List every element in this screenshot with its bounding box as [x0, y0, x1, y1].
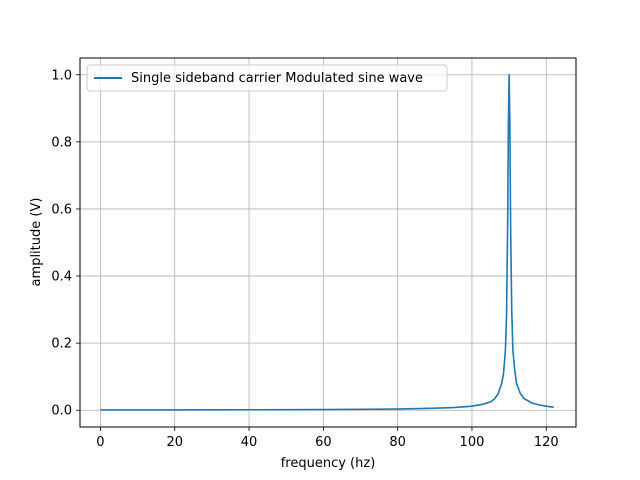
- y-tick-label: 1.0: [51, 68, 72, 83]
- x-tick-label: 60: [315, 435, 332, 450]
- y-axis-label: amplitude (V): [29, 198, 44, 287]
- x-tick-label: 40: [241, 435, 258, 450]
- x-axis-label: frequency (hz): [281, 456, 376, 471]
- x-tick-label: 0: [96, 435, 104, 450]
- y-axis-ticks: 0.0 0.2 0.4 0.6 0.8 1.0: [51, 68, 80, 419]
- y-tick-label: 0.4: [51, 270, 72, 285]
- x-tick-label: 80: [389, 435, 406, 450]
- plot-frame: [79, 57, 577, 428]
- y-tick-label: 0.6: [51, 202, 72, 217]
- legend-box: [86, 64, 448, 92]
- series-layer: [100, 73, 554, 411]
- y-tick-label: 0.8: [51, 135, 72, 150]
- x-axis-ticks: 0 20 40 60 80 100 120: [96, 427, 559, 450]
- legend-label: Single sideband carrier Modulated sine w…: [131, 71, 423, 86]
- x-tick-label: 100: [460, 435, 485, 450]
- y-tick-label: 0.2: [51, 337, 72, 352]
- legend: Single sideband carrier Modulated sine w…: [86, 64, 448, 92]
- y-tick-label: 0.0: [51, 404, 72, 419]
- x-tick-label: 20: [166, 435, 183, 450]
- x-tick-label: 120: [534, 435, 559, 450]
- series-line: [100, 73, 554, 411]
